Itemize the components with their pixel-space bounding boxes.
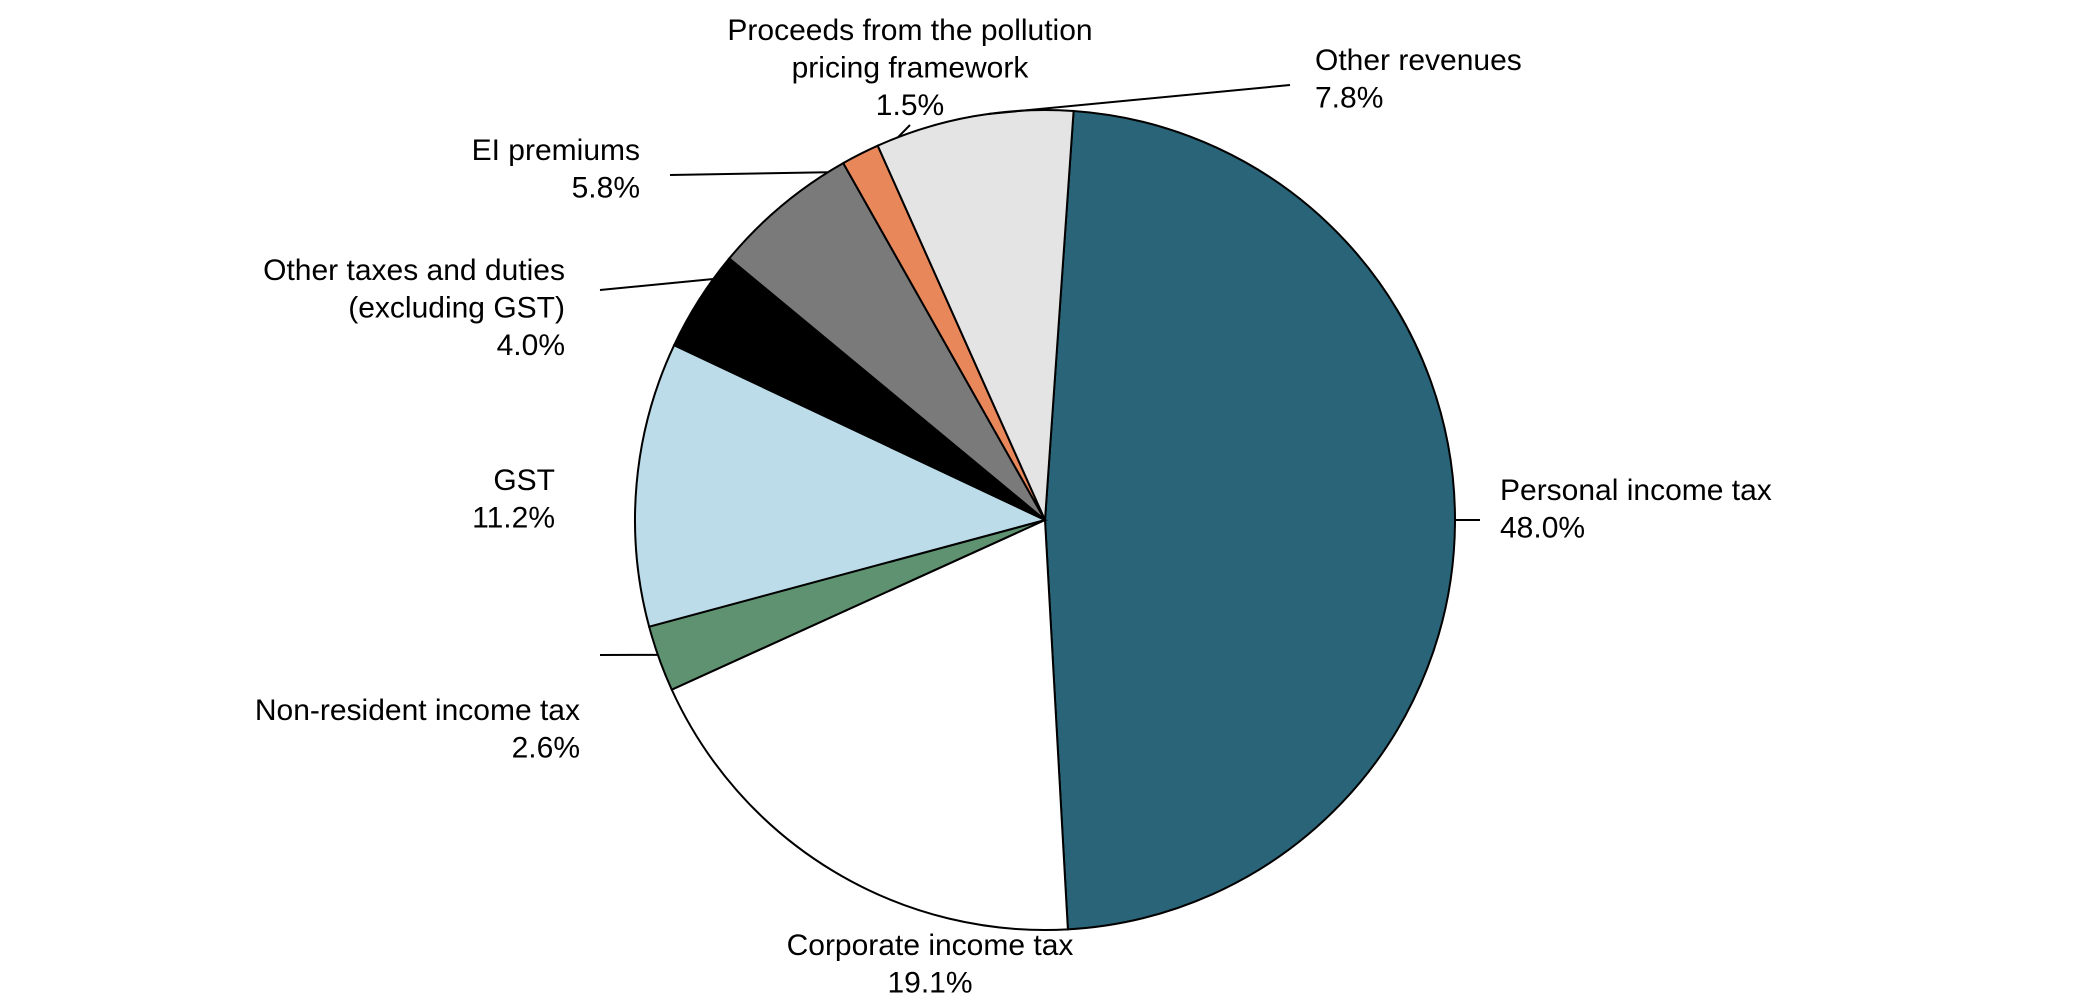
- label-line: pricing framework: [792, 52, 1030, 85]
- slice-label: Corporate income tax 19.1%: [787, 929, 1074, 1000]
- label-line: Proceeds from the pollution: [727, 14, 1092, 47]
- label-line: Personal income tax: [1500, 474, 1772, 507]
- label-line: Corporate income tax: [787, 929, 1074, 962]
- label-line: Non-resident income tax: [255, 694, 580, 727]
- slice-label: Proceeds from the pollution pricing frame…: [727, 14, 1092, 122]
- label-percent: 7.8%: [1315, 82, 1383, 115]
- label-line: Other revenues: [1315, 44, 1522, 77]
- slice-label: EI premiums 5.8%: [472, 134, 640, 205]
- leader-line: [600, 279, 713, 290]
- label-percent: 5.8%: [572, 172, 640, 205]
- label-line: Other taxes and duties: [263, 254, 565, 287]
- label-percent: 19.1%: [887, 967, 972, 1000]
- label-percent: 11.2%: [472, 502, 555, 535]
- label-percent: 4.0%: [497, 329, 565, 362]
- slice-label: GST 11.2%: [472, 464, 555, 535]
- pie-slice: [1045, 111, 1455, 929]
- label-percent: 48.0%: [1500, 512, 1585, 545]
- label-percent: 2.6%: [512, 732, 580, 765]
- slice-label: Other revenues 7.8%: [1315, 44, 1522, 115]
- label-line: (excluding GST): [348, 292, 565, 325]
- leader-line: [988, 85, 1290, 114]
- pie-chart: Personal income tax 48.0% Corporate income…: [0, 0, 2091, 1004]
- label-line: EI premiums: [472, 134, 640, 167]
- slice-label: Non-resident income tax 2.6%: [255, 694, 580, 765]
- label-percent: 1.5%: [876, 89, 944, 122]
- label-line: GST: [493, 464, 555, 497]
- slice-label: Other taxes and duties (excluding GST) 4.0…: [263, 254, 565, 362]
- leader-line: [670, 172, 828, 175]
- slice-label: Personal income tax 48.0%: [1500, 474, 1772, 545]
